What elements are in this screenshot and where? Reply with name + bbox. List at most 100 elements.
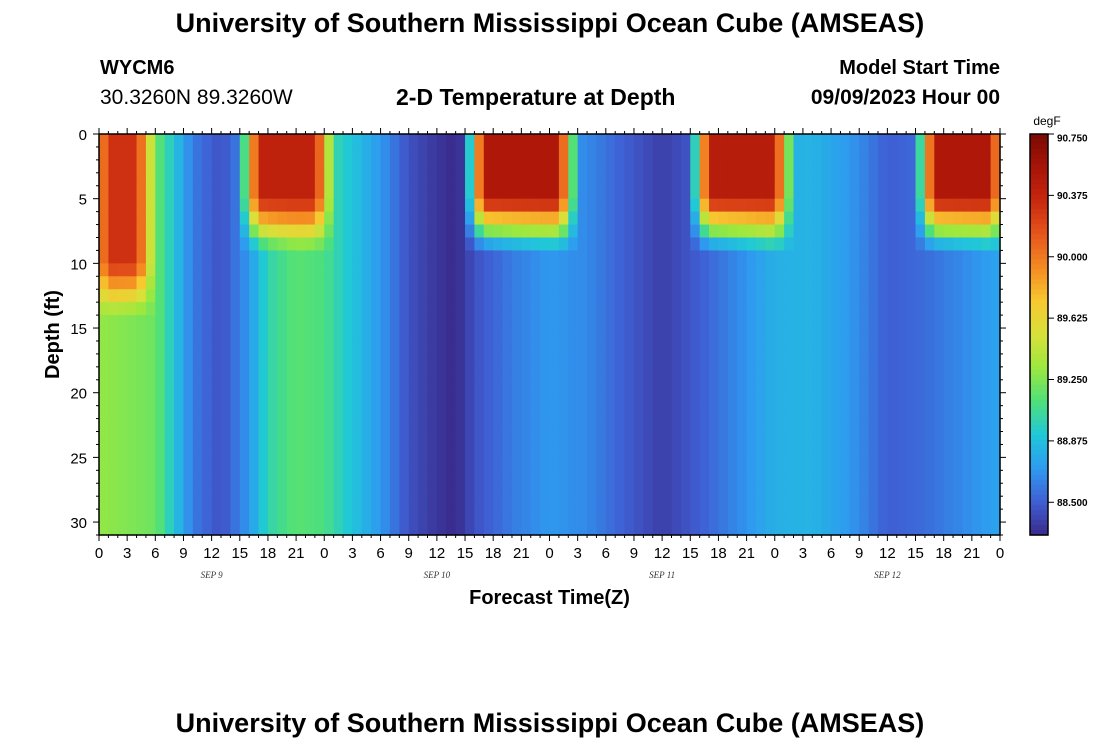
heatmap-cell [924,483,935,497]
colorbar-swatch [1030,339,1048,346]
heatmap-cell [174,302,185,316]
heatmap-cell [286,340,297,355]
heatmap-cell [821,289,832,303]
heatmap-cell [887,302,898,316]
heatmap-cell [296,276,307,290]
heatmap-cell [877,353,888,368]
heatmap-cell [605,366,616,381]
heatmap-cell [371,328,382,342]
heatmap-cell [183,134,194,148]
heatmap-cell [474,250,485,264]
heatmap-cell [662,392,673,407]
heatmap-cell [633,185,644,200]
heatmap-cell [164,522,175,536]
heatmap-cell [202,237,213,252]
heatmap-cell [483,353,494,368]
heatmap-cell [174,146,185,161]
heatmap-cell [962,159,973,174]
heatmap-cell [784,134,795,148]
heatmap-cell [352,211,363,226]
heatmap-cell [652,211,663,226]
heatmap-cell [530,457,541,471]
heatmap-cell [981,211,992,226]
x-tick-label: 9 [405,545,413,562]
heatmap-cell [380,134,391,148]
heatmap-cell [971,237,982,252]
heatmap-cell [333,379,344,394]
heatmap-cell [502,315,513,329]
heatmap-cell [389,315,400,329]
heatmap-cell [493,263,504,277]
heatmap-cell [859,302,870,316]
heatmap-cell [671,522,682,536]
x-axis-title: Forecast Time(Z) [469,587,630,609]
heatmap-cell [230,172,241,187]
heatmap-cell [643,522,654,536]
heatmap-cell [258,392,269,407]
heatmap-cell [962,302,973,316]
heatmap-cell [896,392,907,407]
heatmap-cell [981,289,992,303]
heatmap-cell [746,289,757,303]
heatmap-cell [305,340,316,355]
heatmap-cell [915,237,926,252]
heatmap-cell [324,237,335,252]
heatmap-cell [765,250,776,264]
heatmap-cell [202,392,213,407]
heatmap-cell [117,250,128,264]
heatmap-cell [652,134,663,148]
heatmap-cell [765,444,776,458]
heatmap-cell [286,418,297,433]
heatmap-cell [849,159,860,174]
heatmap-cell [746,276,757,290]
heatmap-cell [990,250,1001,264]
heatmap-cell [136,302,147,316]
heatmap-cell [859,198,870,213]
heatmap-cell [314,340,325,355]
heatmap-cell [230,405,241,420]
heatmap-cell [953,263,964,277]
heatmap-cell [821,353,832,368]
heatmap-cell [211,263,222,277]
heatmap-cell [896,198,907,213]
heatmap-cell [887,457,898,471]
heatmap-cell [174,405,185,420]
heatmap-cell [662,289,673,303]
heatmap-cell [699,379,710,394]
heatmap-cell [662,302,673,316]
heatmap-cell [155,328,166,342]
heatmap-cell [662,198,673,213]
heatmap-cell [746,431,757,446]
heatmap-cell [230,198,241,213]
colorbar-tick-label: 88.875 [1057,436,1088,447]
heatmap-cell [690,366,701,381]
heatmap-cell [596,522,607,536]
heatmap-cell [249,250,260,264]
heatmap-cell [943,172,954,187]
heatmap-cell [286,289,297,303]
heatmap-cell [784,457,795,471]
heatmap-cell [718,340,729,355]
heatmap-cell [258,340,269,355]
heatmap-cell [558,405,569,420]
heatmap-cell [727,302,738,316]
heatmap-cell [202,328,213,342]
colorbar-swatch [1030,464,1048,471]
heatmap-cell [737,522,748,536]
heatmap-cell [164,185,175,200]
heatmap-cell [436,379,447,394]
heatmap-cell [155,276,166,290]
colorbar-swatch [1030,294,1048,301]
heatmap-cell [962,340,973,355]
heatmap-cell [436,366,447,381]
heatmap-cell [174,198,185,213]
heatmap-cell [793,444,804,458]
heatmap-cell [380,328,391,342]
heatmap-cell [127,457,138,471]
heatmap-cell [971,263,982,277]
heatmap-cell [249,289,260,303]
heatmap-cell [455,237,466,252]
heatmap-cell [615,237,626,252]
heatmap-cell [877,340,888,355]
heatmap-cell [305,276,316,290]
